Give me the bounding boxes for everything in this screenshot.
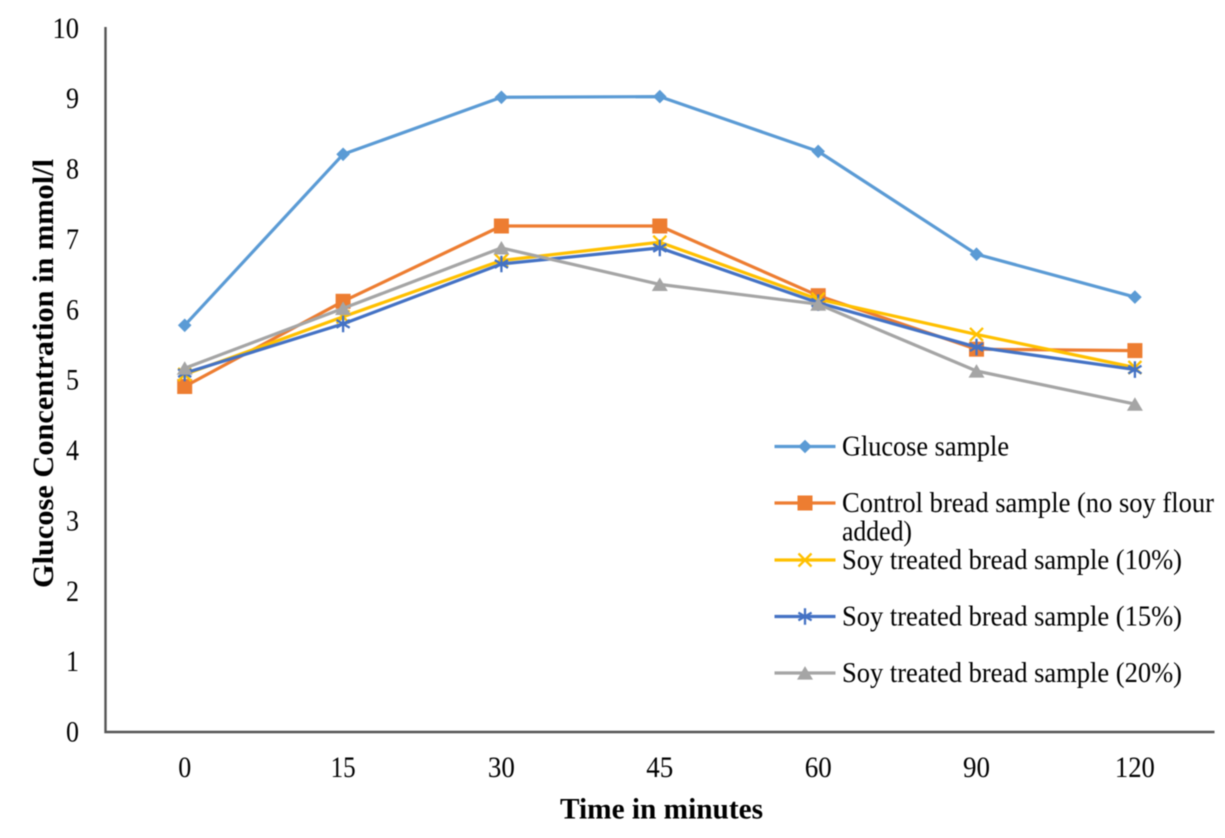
svg-text:120: 120 (1115, 752, 1155, 784)
svg-text:0: 0 (178, 752, 191, 784)
svg-text:60: 60 (805, 752, 832, 784)
svg-text:9: 9 (66, 83, 79, 115)
svg-text:added): added) (842, 516, 912, 548)
svg-text:Soy treated bread sample (20%): Soy treated bread sample (20%) (842, 657, 1182, 689)
svg-text:1: 1 (66, 646, 79, 678)
svg-text:30: 30 (488, 752, 515, 784)
svg-text:Glucose Concentration in mmol/: Glucose Concentration in mmol/l (28, 159, 60, 588)
svg-text:6: 6 (66, 294, 79, 326)
svg-text:10: 10 (53, 13, 80, 45)
svg-text:Soy treated bread sample (10%): Soy treated bread sample (10%) (842, 544, 1182, 576)
svg-text:45: 45 (646, 752, 673, 784)
svg-text:0: 0 (66, 717, 79, 749)
svg-text:4: 4 (66, 435, 79, 467)
svg-text:3: 3 (66, 505, 79, 537)
svg-text:Time in minutes: Time in minutes (560, 794, 763, 826)
svg-text:15: 15 (331, 752, 356, 784)
svg-text:Soy treated bread sample (15%): Soy treated bread sample (15%) (842, 601, 1182, 633)
svg-text:7: 7 (66, 224, 79, 256)
svg-text:2: 2 (66, 576, 79, 608)
svg-text:8: 8 (66, 154, 79, 186)
svg-text:5: 5 (66, 365, 79, 397)
svg-text:Glucose sample: Glucose sample (842, 431, 1009, 463)
svg-text:Control bread sample (no soy f: Control bread sample (no soy flour (842, 487, 1214, 519)
svg-text:90: 90 (963, 752, 990, 784)
